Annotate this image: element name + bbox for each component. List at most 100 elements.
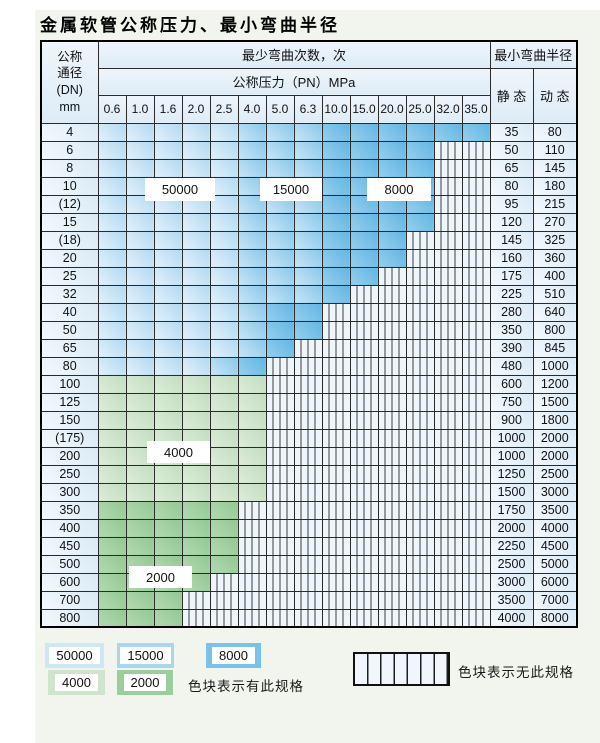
spec-cell-pn-15.0 — [349, 158, 379, 178]
spec-cell-pn-5.0 — [265, 554, 295, 574]
spec-cell-pn-0.6 — [97, 554, 127, 574]
static-radius-cell: 2250 — [489, 536, 534, 556]
spec-cell-pn-4.0 — [237, 302, 267, 322]
spec-cell-pn-6.3 — [293, 356, 323, 376]
spec-cell-pn-10.0 — [321, 374, 351, 394]
spec-cell-pn-1.6 — [153, 518, 183, 538]
spec-cell-pn-10.0 — [321, 410, 351, 430]
spec-cell-pn-2.5 — [209, 338, 239, 358]
spec-cell-pn-10.0 — [321, 302, 351, 322]
spec-cell-pn-10.0 — [321, 608, 351, 628]
table-row: 100 600 1200 — [40, 374, 578, 394]
spec-cell-pn-6.3 — [293, 482, 323, 502]
spec-cell-pn-20.0 — [377, 284, 407, 304]
spec-cell-pn-32.0 — [433, 176, 463, 196]
spec-cell-pn-2.5 — [209, 158, 239, 178]
spec-cell-pn-6.3 — [293, 554, 323, 574]
legend-swatch-value: 8000 — [212, 647, 255, 664]
dynamic-radius-cell: 2000 — [532, 446, 578, 466]
zone-label-8000: 8000 — [367, 178, 431, 201]
spec-cell-pn-32.0 — [433, 302, 463, 322]
spec-cell-pn-25.0 — [405, 392, 435, 412]
spec-cell-pn-1.6 — [153, 464, 183, 484]
dn-cell: 450 — [40, 536, 99, 556]
spec-cell-pn-2.0 — [181, 230, 211, 250]
spec-cell-pn-32.0 — [433, 338, 463, 358]
spec-cell-pn-1.6 — [153, 356, 183, 376]
spec-cell-pn-20.0 — [377, 338, 407, 358]
spec-cell-pn-15.0 — [349, 338, 379, 358]
dynamic-radius-cell: 1500 — [532, 392, 578, 412]
pressure-col-header: 25.0 — [405, 94, 435, 124]
spec-cell-pn-6.3 — [293, 446, 323, 466]
spec-cell-pn-6.3 — [293, 500, 323, 520]
static-radius-cell: 65 — [489, 158, 534, 178]
spec-cell-pn-20.0 — [377, 374, 407, 394]
spec-cell-pn-6.3 — [293, 248, 323, 268]
pressure-col-header: 5.0 — [265, 94, 295, 124]
dn-cell: (175) — [40, 428, 99, 448]
spec-cell-pn-2.0 — [181, 536, 211, 556]
spec-cell-pn-32.0 — [433, 464, 463, 484]
static-radius-cell: 1250 — [489, 464, 534, 484]
static-radius-cell: 2500 — [489, 554, 534, 574]
spec-cell-pn-4.0 — [237, 140, 267, 160]
spec-cell-pn-32.0 — [433, 284, 463, 304]
spec-cell-pn-1.6 — [153, 374, 183, 394]
table-row: 125 750 1500 — [40, 392, 578, 412]
spec-cell-pn-1.0 — [125, 464, 155, 484]
pressure-col-header: 20.0 — [377, 94, 407, 124]
spec-cell-pn-32.0 — [433, 554, 463, 574]
spec-cell-pn-35.0 — [461, 230, 491, 250]
dn-cell: (18) — [40, 230, 99, 250]
spec-cell-pn-35.0 — [461, 428, 491, 448]
spec-cell-pn-4.0 — [237, 608, 267, 628]
spec-cell-pn-1.6 — [153, 248, 183, 268]
spec-cell-pn-20.0 — [377, 122, 407, 142]
spec-cell-pn-5.0 — [265, 140, 295, 160]
table-row: 25 175 400 — [40, 266, 578, 286]
spec-cell-pn-25.0 — [405, 374, 435, 394]
spec-cell-pn-2.5 — [209, 356, 239, 376]
static-radius-cell: 900 — [489, 410, 534, 430]
dn-cell: 800 — [40, 608, 99, 628]
spec-cell-pn-15.0 — [349, 140, 379, 160]
spec-cell-pn-2.5 — [209, 140, 239, 160]
spec-cell-pn-20.0 — [377, 608, 407, 628]
dn-header-line: 公称 — [57, 49, 83, 64]
table-row: 50 350 800 — [40, 320, 578, 340]
spec-cell-pn-5.0 — [265, 482, 295, 502]
spec-cell-pn-15.0 — [349, 374, 379, 394]
spec-cell-pn-1.6 — [153, 122, 183, 142]
spec-cell-pn-25.0 — [405, 230, 435, 250]
spec-cell-pn-35.0 — [461, 482, 491, 502]
spec-cell-pn-6.3 — [293, 230, 323, 250]
spec-cell-pn-6.3 — [293, 320, 323, 340]
spec-cell-pn-5.0 — [265, 338, 295, 358]
spec-cell-pn-35.0 — [461, 302, 491, 322]
spec-cell-pn-0.6 — [97, 374, 127, 394]
dn-cell: 8 — [40, 158, 99, 178]
table-row: 32 225 510 — [40, 284, 578, 304]
spec-cell-pn-20.0 — [377, 158, 407, 178]
hose-spec-table: 公称 通径 (DN) mm 最少弯曲次数，次 最小弯曲半径 公称压力（PN）MP… — [40, 40, 578, 628]
dn-cell: 80 — [40, 356, 99, 376]
dn-cell: 150 — [40, 410, 99, 430]
spec-cell-pn-4.0 — [237, 284, 267, 304]
spec-cell-pn-1.0 — [125, 410, 155, 430]
spec-cell-pn-1.6 — [153, 320, 183, 340]
spec-cell-pn-10.0 — [321, 518, 351, 538]
legend-swatch-2000: 2000 — [117, 670, 173, 695]
spec-cell-pn-35.0 — [461, 410, 491, 430]
dynamic-radius-cell: 1000 — [532, 356, 578, 376]
dn-cell: 125 — [40, 392, 99, 412]
spec-cell-pn-15.0 — [349, 428, 379, 448]
spec-cell-pn-5.0 — [265, 410, 295, 430]
spec-cell-pn-5.0 — [265, 266, 295, 286]
spec-cell-pn-10.0 — [321, 284, 351, 304]
spec-cell-pn-32.0 — [433, 356, 463, 376]
spec-cell-pn-2.0 — [181, 410, 211, 430]
table-row: 400 2000 4000 — [40, 518, 578, 538]
spec-cell-pn-2.5 — [209, 590, 239, 610]
spec-cell-pn-10.0 — [321, 590, 351, 610]
